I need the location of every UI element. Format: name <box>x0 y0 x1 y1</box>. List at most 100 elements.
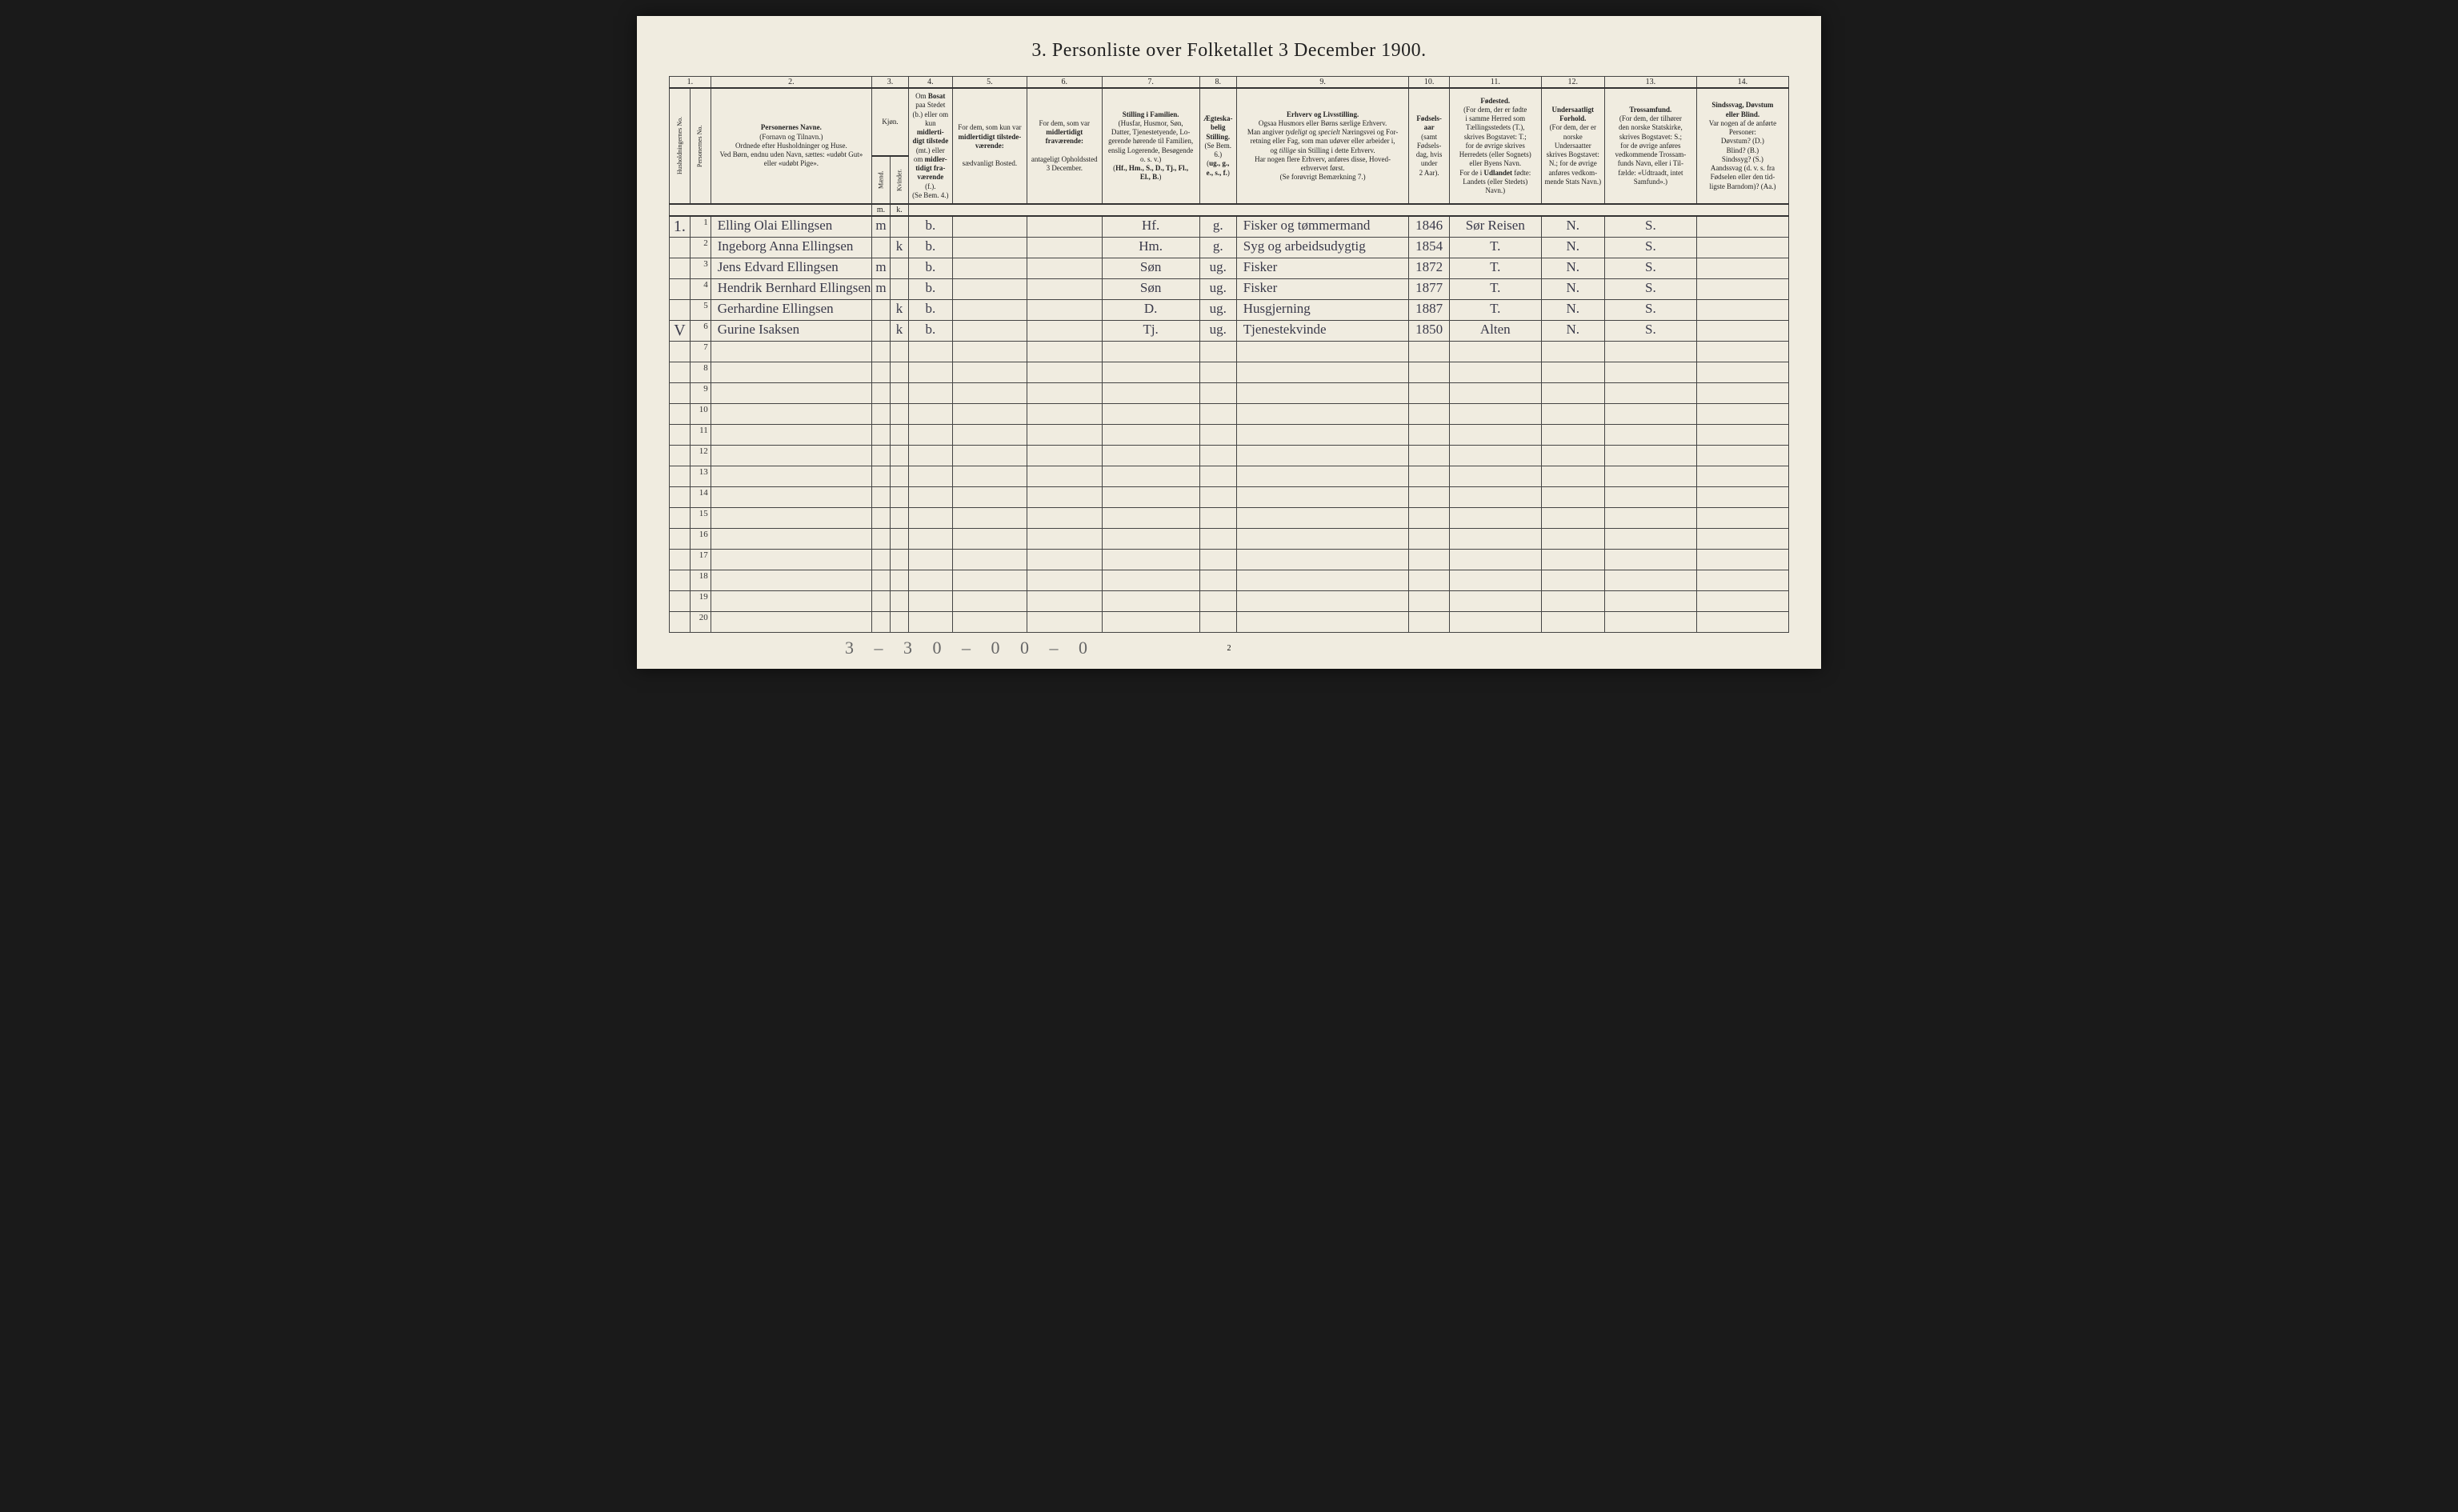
cell-empty <box>711 383 871 404</box>
table-row-empty: 14 <box>670 487 1789 508</box>
cell-empty <box>1696 466 1788 487</box>
cell-name: Gerhardine Ellingsen <box>711 300 871 321</box>
table-row-empty: 12 <box>670 446 1789 466</box>
cell-temp-absent <box>1027 321 1102 342</box>
cell-male: m <box>872 279 891 300</box>
cell-personno: 10 <box>690 404 711 425</box>
cell-empty <box>1604 550 1696 570</box>
cell-empty <box>1102 612 1199 633</box>
cell-male <box>872 300 891 321</box>
cell-household <box>670 362 691 383</box>
cell-empty <box>1696 529 1788 550</box>
cell-empty <box>1409 570 1449 591</box>
hdr-sex: Kjøn. <box>872 88 909 156</box>
cell-temp-absent <box>1027 279 1102 300</box>
cell-empty <box>711 529 871 550</box>
cell-marital: ug. <box>1199 279 1236 300</box>
cell-empty <box>1541 508 1604 529</box>
cell-temp-absent <box>1027 238 1102 258</box>
cell-family: Hm. <box>1102 238 1199 258</box>
cell-personno: 7 <box>690 342 711 362</box>
cell-personno: 13 <box>690 466 711 487</box>
cell-empty <box>1696 342 1788 362</box>
cell-empty <box>1236 362 1409 383</box>
cell-empty <box>891 446 909 466</box>
cell-empty <box>1604 404 1696 425</box>
cell-temp-present <box>952 238 1027 258</box>
cell-family: Søn <box>1102 258 1199 279</box>
cell-empty <box>872 612 891 633</box>
cell-empty <box>1604 529 1696 550</box>
cell-personno: 20 <box>690 612 711 633</box>
hdr-person-no: Personernes No. <box>690 88 711 204</box>
cell-name: Jens Edvard Ellingsen <box>711 258 871 279</box>
cell-empty <box>909 362 953 383</box>
cell-empty <box>872 529 891 550</box>
cell-empty <box>952 362 1027 383</box>
cell-household <box>670 508 691 529</box>
cell-disability <box>1696 258 1788 279</box>
cell-empty <box>1449 362 1541 383</box>
cell-empty <box>952 342 1027 362</box>
cell-personno: 4 <box>690 279 711 300</box>
colnum-13: 13. <box>1604 77 1696 89</box>
census-page: 3. Personliste over Folketallet 3 Decemb… <box>637 16 1821 669</box>
cell-empty <box>1409 383 1449 404</box>
cell-household <box>670 487 691 508</box>
cell-personno: 9 <box>690 383 711 404</box>
census-table: 1. 2. 3. 4. 5. 6. 7. 8. 9. 10. 11. 12. 1… <box>669 76 1789 633</box>
cell-empty <box>1027 550 1102 570</box>
hdr-family-position: Stilling i Familien.(Husfar, Husmor, Søn… <box>1102 88 1199 204</box>
table-row: 3Jens Edvard Ellingsenmb.Sønug.Fisker187… <box>670 258 1789 279</box>
cell-empty <box>1199 362 1236 383</box>
cell-marital: ug. <box>1199 300 1236 321</box>
cell-empty <box>1604 591 1696 612</box>
cell-empty <box>952 550 1027 570</box>
cell-household <box>670 529 691 550</box>
cell-empty <box>1102 425 1199 446</box>
table-row: 4Hendrik Bernhard Ellingsenmb.Sønug.Fisk… <box>670 279 1789 300</box>
cell-empty <box>711 466 871 487</box>
hdr-names: Personernes Navne.(Fornavn og Tilnavn.)O… <box>711 88 871 204</box>
cell-empty <box>909 529 953 550</box>
cell-temp-present <box>952 279 1027 300</box>
hdr-m: m. <box>872 204 891 216</box>
cell-temp-absent <box>1027 216 1102 238</box>
cell-empty <box>1409 466 1449 487</box>
cell-empty <box>1199 529 1236 550</box>
cell-household: 1. <box>670 216 691 238</box>
cell-empty <box>1604 487 1696 508</box>
cell-empty <box>1604 612 1696 633</box>
header-row: Husholdningernes No. Personernes No. Per… <box>670 88 1789 156</box>
cell-household <box>670 300 691 321</box>
cell-empty <box>909 466 953 487</box>
cell-birthyear: 1850 <box>1409 321 1449 342</box>
cell-citizenship: N. <box>1541 279 1604 300</box>
cell-empty <box>1449 612 1541 633</box>
cell-empty <box>1696 612 1788 633</box>
cell-empty <box>872 362 891 383</box>
cell-personno: 11 <box>690 425 711 446</box>
cell-male <box>872 321 891 342</box>
cell-personno: 8 <box>690 362 711 383</box>
cell-empty <box>1541 404 1604 425</box>
cell-empty <box>1236 550 1409 570</box>
cell-female: k <box>891 238 909 258</box>
cell-empty <box>872 508 891 529</box>
colnum-5: 5. <box>952 77 1027 89</box>
cell-empty <box>1449 508 1541 529</box>
cell-resident: b. <box>909 300 953 321</box>
cell-empty <box>1236 487 1409 508</box>
cell-empty <box>1449 446 1541 466</box>
cell-empty <box>1409 529 1449 550</box>
cell-empty <box>891 362 909 383</box>
cell-empty <box>1604 466 1696 487</box>
cell-temp-present <box>952 321 1027 342</box>
hdr-male: Mænd. <box>872 156 891 204</box>
cell-birthplace: T. <box>1449 300 1541 321</box>
cell-disability <box>1696 300 1788 321</box>
cell-empty <box>1199 570 1236 591</box>
cell-empty <box>1199 342 1236 362</box>
table-row-empty: 7 <box>670 342 1789 362</box>
cell-empty <box>891 570 909 591</box>
